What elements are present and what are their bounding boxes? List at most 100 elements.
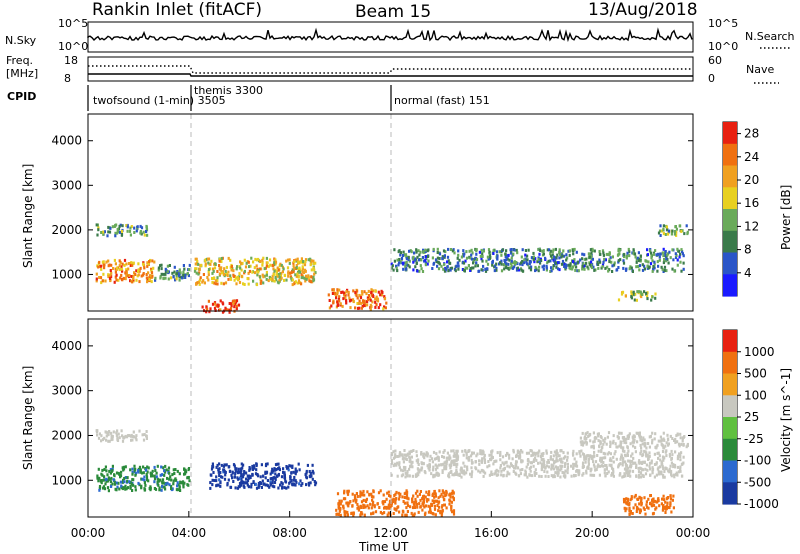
data-cell bbox=[195, 257, 198, 261]
data-cell bbox=[520, 255, 523, 259]
data-cell bbox=[344, 293, 347, 297]
data-cell bbox=[427, 259, 430, 263]
data-cell bbox=[213, 277, 216, 280]
data-cell bbox=[569, 267, 572, 271]
data-cell bbox=[610, 473, 613, 477]
data-cell bbox=[116, 485, 119, 489]
data-cell bbox=[218, 259, 221, 263]
colorbar-tick-label: 20 bbox=[744, 173, 759, 187]
data-cell bbox=[154, 276, 157, 280]
data-cell bbox=[574, 262, 577, 266]
data-cell bbox=[608, 253, 611, 257]
data-cell bbox=[187, 468, 190, 472]
data-cell bbox=[499, 450, 502, 454]
data-cell bbox=[661, 497, 664, 501]
data-cell bbox=[376, 299, 380, 303]
data-cell bbox=[555, 453, 558, 457]
data-cell bbox=[212, 269, 215, 273]
data-cell bbox=[526, 475, 529, 479]
data-cell bbox=[637, 460, 640, 464]
data-cell bbox=[455, 468, 458, 472]
data-cell bbox=[336, 300, 339, 304]
data-cell bbox=[589, 248, 592, 252]
data-cell bbox=[488, 250, 491, 254]
data-cell bbox=[260, 279, 263, 283]
data-cell bbox=[408, 249, 411, 253]
data-cell bbox=[267, 265, 270, 269]
data-cell bbox=[481, 449, 484, 453]
data-cell bbox=[587, 457, 590, 461]
data-cell bbox=[504, 453, 508, 457]
data-cell bbox=[140, 477, 143, 481]
data-cell bbox=[514, 464, 518, 468]
data-cell bbox=[363, 504, 366, 508]
data-cell bbox=[235, 307, 238, 311]
data-cell bbox=[234, 469, 237, 473]
data-cell bbox=[481, 252, 484, 256]
data-cell bbox=[663, 470, 666, 473]
data-cell bbox=[443, 503, 446, 507]
data-cell bbox=[257, 484, 260, 488]
data-cell bbox=[465, 451, 468, 455]
data-cell bbox=[96, 474, 99, 478]
data-cell bbox=[120, 470, 123, 474]
data-cell bbox=[547, 475, 550, 478]
data-cell bbox=[432, 262, 435, 266]
data-cell bbox=[221, 475, 224, 479]
data-cell bbox=[118, 224, 121, 228]
data-cell bbox=[682, 261, 685, 265]
data-cell bbox=[649, 494, 652, 498]
colorbar-segment bbox=[723, 209, 737, 232]
data-cell bbox=[359, 490, 362, 494]
data-cell bbox=[661, 251, 664, 255]
data-cell bbox=[172, 275, 175, 279]
data-cell bbox=[196, 260, 199, 263]
data-cell bbox=[559, 252, 562, 256]
data-cell bbox=[514, 471, 517, 475]
data-cell bbox=[679, 467, 682, 471]
data-cell bbox=[441, 257, 444, 261]
data-cell bbox=[411, 465, 414, 469]
data-cell bbox=[608, 251, 611, 255]
data-cell bbox=[488, 453, 491, 457]
data-cell bbox=[301, 267, 304, 271]
data-cell bbox=[377, 306, 380, 310]
data-cell bbox=[498, 250, 501, 254]
data-cell bbox=[673, 463, 677, 467]
data-cell bbox=[374, 510, 378, 514]
data-cell bbox=[605, 466, 608, 470]
data-cell bbox=[537, 461, 540, 465]
data-cell bbox=[113, 473, 116, 477]
data-cell bbox=[663, 265, 667, 269]
data-cell bbox=[573, 261, 576, 265]
data-cell bbox=[457, 253, 460, 257]
data-cell bbox=[651, 466, 654, 470]
data-cell bbox=[133, 226, 136, 230]
data-cell bbox=[242, 480, 245, 484]
data-cell bbox=[643, 267, 646, 271]
data-cell bbox=[535, 267, 538, 271]
data-cell bbox=[429, 454, 432, 458]
data-cell bbox=[521, 263, 524, 267]
data-cell bbox=[675, 471, 678, 475]
data-cell bbox=[194, 267, 197, 271]
data-cell bbox=[123, 258, 127, 262]
data-cell bbox=[484, 471, 487, 475]
data-cell bbox=[416, 460, 420, 464]
data-cell bbox=[480, 452, 483, 456]
data-cell bbox=[581, 431, 584, 435]
data-cell bbox=[109, 485, 113, 488]
data-cell bbox=[287, 485, 290, 489]
data-cell bbox=[246, 483, 249, 487]
data-cell bbox=[635, 260, 638, 264]
data-cell bbox=[651, 469, 654, 473]
data-cell bbox=[371, 498, 374, 502]
data-cell bbox=[686, 232, 689, 236]
data-cell bbox=[504, 252, 507, 256]
data-cell bbox=[115, 431, 118, 435]
data-cell bbox=[292, 270, 295, 274]
data-cell bbox=[665, 497, 668, 501]
data-cell bbox=[116, 227, 119, 231]
data-cell bbox=[405, 513, 408, 517]
data-cell bbox=[434, 492, 437, 496]
